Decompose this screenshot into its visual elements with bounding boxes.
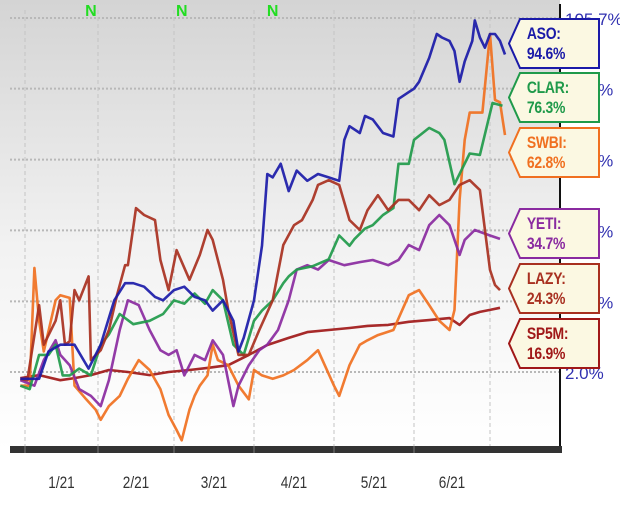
series-line-aso bbox=[20, 19, 507, 381]
x-tick-labels: 1/21 2/21 3/21 4/21 5/21 6/21 bbox=[24, 446, 465, 493]
end-label-text: ASO: 94.6% bbox=[526, 23, 566, 63]
event-marker-n: N bbox=[176, 3, 188, 20]
x-tick-label: 2/21 bbox=[123, 474, 149, 493]
callout-shape bbox=[508, 18, 600, 69]
event-marker-n: N bbox=[85, 3, 97, 20]
event-marker-n: N bbox=[267, 3, 279, 20]
x-tick-label: 1/21 bbox=[48, 474, 74, 493]
end-label-yeti: YETI: 34.7% bbox=[508, 208, 600, 259]
end-label-text: SP5M: 16.9% bbox=[526, 323, 569, 363]
callout-shape bbox=[508, 318, 600, 369]
series-line-sp5m bbox=[20, 306, 501, 382]
callout-shape bbox=[508, 208, 600, 259]
end-label-lazy: LAZY: 24.3% bbox=[508, 263, 600, 314]
end-label-sp5m: SP5M: 16.9% bbox=[508, 318, 600, 369]
series-line-swbi bbox=[20, 32, 507, 442]
series-lines bbox=[19, 19, 507, 442]
series-line-clar bbox=[19, 101, 503, 391]
x-tick-label: 5/21 bbox=[361, 474, 387, 493]
x-tick-label: 4/21 bbox=[281, 474, 307, 493]
x-axis-bar bbox=[10, 446, 562, 453]
end-label-text: SWBI: 62.8% bbox=[526, 132, 567, 172]
callout-shape bbox=[508, 127, 600, 178]
series-line-yeti bbox=[19, 213, 501, 408]
end-label-clar: CLAR: 76.3% bbox=[508, 72, 600, 123]
x-tick-label: 3/21 bbox=[201, 474, 227, 493]
callout-shape bbox=[508, 263, 600, 314]
end-label-text: CLAR: 76.3% bbox=[526, 77, 569, 117]
end-label-text: YETI: 34.7% bbox=[526, 213, 566, 253]
end-label-swbi: SWBI: 62.8% bbox=[508, 127, 600, 178]
end-label-text: LAZY: 24.3% bbox=[526, 268, 566, 308]
end-label-aso: ASO: 94.6% bbox=[508, 18, 600, 69]
plot-background bbox=[0, 0, 560, 450]
callout-shape bbox=[508, 72, 600, 123]
gridlines bbox=[10, 10, 560, 446]
x-tick-label: 6/21 bbox=[439, 474, 465, 493]
